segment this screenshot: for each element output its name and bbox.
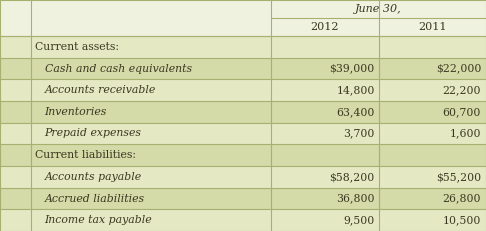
Bar — [0, 79, 486, 101]
Bar — [0, 0, 31, 18]
Text: 63,400: 63,400 — [336, 107, 375, 117]
Bar — [0, 188, 486, 209]
Text: 22,200: 22,200 — [442, 85, 481, 95]
Text: 1,600: 1,600 — [450, 128, 481, 139]
Bar — [0, 144, 486, 166]
Text: Prepaid expenses: Prepaid expenses — [45, 128, 141, 139]
Bar — [0, 101, 486, 123]
Text: Accounts receivable: Accounts receivable — [45, 85, 156, 95]
Text: 2012: 2012 — [311, 22, 339, 32]
Bar — [0, 0, 31, 18]
Text: Cash and cash equivalents: Cash and cash equivalents — [45, 64, 192, 73]
Text: 10,500: 10,500 — [443, 215, 481, 225]
Text: 3,700: 3,700 — [343, 128, 375, 139]
Text: $58,200: $58,200 — [330, 172, 375, 182]
Text: $22,000: $22,000 — [435, 64, 481, 73]
Text: June 30,: June 30, — [355, 4, 402, 14]
Bar — [0, 209, 486, 231]
Text: Inventories: Inventories — [45, 107, 107, 117]
Bar — [271, 0, 379, 18]
Bar — [31, 0, 271, 18]
Text: 26,800: 26,800 — [442, 194, 481, 204]
Text: 9,500: 9,500 — [343, 215, 375, 225]
Bar — [271, 0, 486, 18]
Bar — [0, 166, 486, 188]
Text: $39,000: $39,000 — [330, 64, 375, 73]
Bar — [0, 58, 486, 79]
Bar — [0, 123, 486, 144]
Text: Current liabilities:: Current liabilities: — [35, 150, 136, 160]
Text: Accounts payable: Accounts payable — [45, 172, 142, 182]
Text: Current assets:: Current assets: — [35, 42, 119, 52]
Text: 2011: 2011 — [418, 22, 447, 32]
Text: 36,800: 36,800 — [336, 194, 375, 204]
Text: $55,200: $55,200 — [436, 172, 481, 182]
Text: Accrued liabilities: Accrued liabilities — [45, 194, 145, 204]
Text: Income tax payable: Income tax payable — [45, 215, 152, 225]
Bar — [0, 36, 486, 58]
Bar — [31, 0, 271, 18]
Text: 60,700: 60,700 — [443, 107, 481, 117]
Bar — [379, 0, 486, 18]
Text: 14,800: 14,800 — [336, 85, 375, 95]
